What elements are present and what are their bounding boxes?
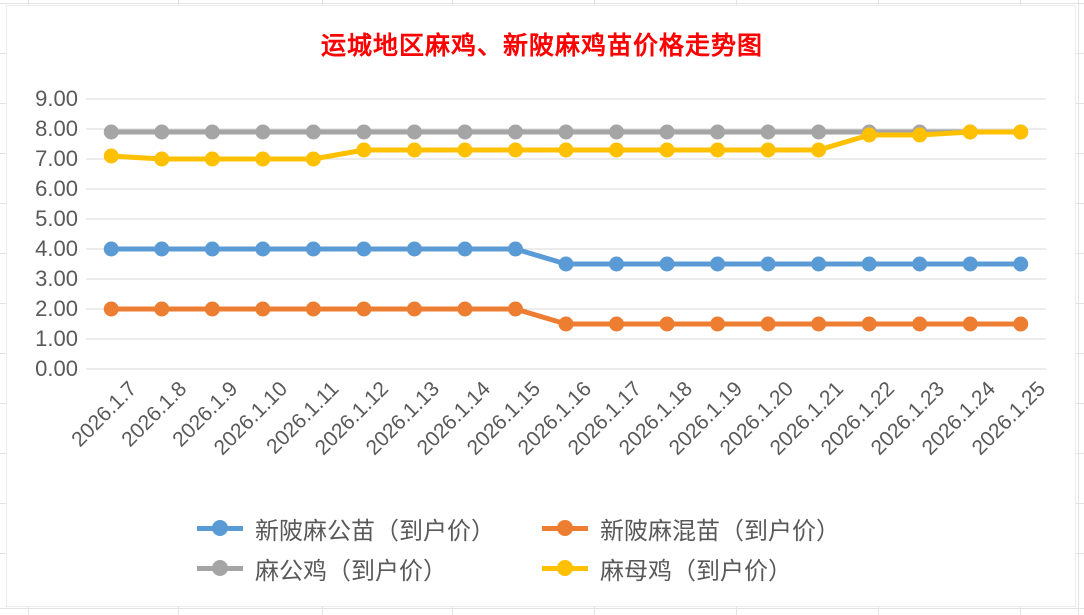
legend-label: 新陂麻混苗（到户价） (600, 518, 840, 545)
y-tick-label: 1.00 (35, 326, 78, 351)
y-tick-label: 7.00 (35, 146, 78, 171)
legend-label: 新陂麻公苗（到户价） (255, 518, 495, 545)
legend-label: 麻公鸡（到户价） (255, 558, 447, 585)
legend-item: 麻母鸡（到户价） (542, 548, 887, 588)
legend-line-marker-icon (542, 559, 588, 577)
legend-item: 麻公鸡（到户价） (197, 548, 542, 588)
legend-item: 新陂麻混苗（到户价） (542, 508, 887, 548)
price-trend-chart[interactable] (6, 5, 1076, 607)
legend-line-marker-icon (197, 519, 243, 537)
legend-line-marker-icon (542, 519, 588, 537)
legend-item: 新陂麻公苗（到户价） (197, 508, 542, 548)
y-tick-label: 3.00 (35, 266, 78, 291)
sheet-row-line (0, 3, 1084, 4)
y-tick-label: 4.00 (35, 236, 78, 261)
legend-line-marker-icon (197, 559, 243, 577)
legend: 新陂麻公苗（到户价） 新陂麻混苗（到户价） 麻公鸡（到户价） 麻母鸡（到户价） (0, 508, 1084, 588)
y-tick-label: 2.00 (35, 296, 78, 321)
y-tick-label: 9.00 (35, 86, 78, 111)
y-tick-label: 6.00 (35, 176, 78, 201)
legend-label: 麻母鸡（到户价） (600, 558, 792, 585)
y-tick-label: 5.00 (35, 206, 78, 231)
chart-title: 运城地区麻鸡、新陂麻鸡苗价格走势图 (320, 33, 763, 60)
sheet-row-line (0, 608, 1084, 609)
y-tick-label: 0.00 (35, 356, 78, 381)
y-tick-label: 8.00 (35, 116, 78, 141)
sheet-column-line (1078, 0, 1079, 615)
